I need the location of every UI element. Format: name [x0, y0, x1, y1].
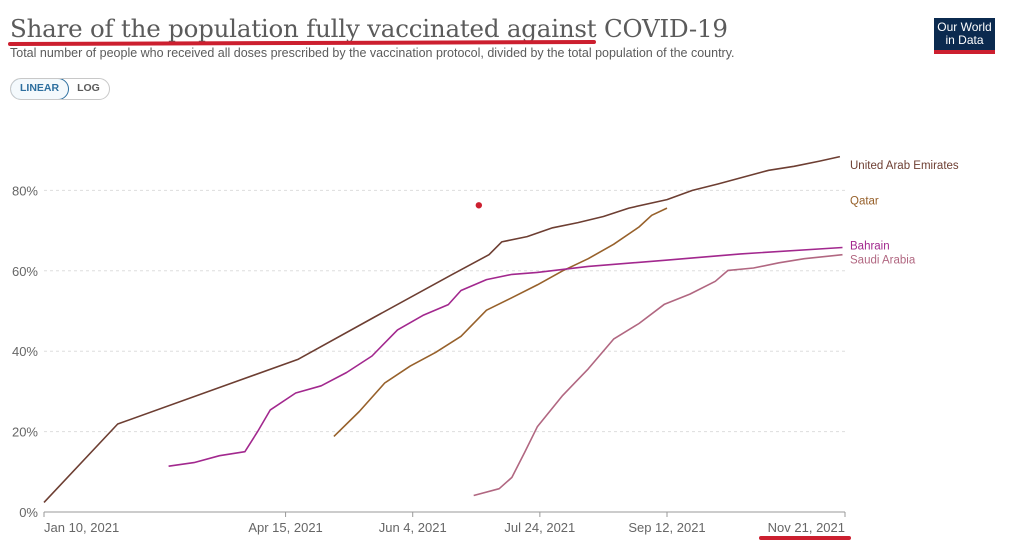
x-tick-label: Sep 12, 2021: [628, 520, 705, 535]
our-world-in-data-logo[interactable]: Our World in Data: [934, 18, 995, 52]
log-scale-button[interactable]: LOG: [77, 82, 100, 94]
x-tick-label: Jan 10, 2021: [44, 520, 119, 535]
x-label-underline-annotation: [759, 536, 851, 540]
axes: 0% 20% 40% 60% 80% Jan 10, 2021 Apr 15, 2021 Ju…: [12, 183, 846, 535]
series-line[interactable]: [473, 253, 843, 497]
series-line[interactable]: [168, 246, 843, 467]
series-end-label[interactable]: Bahrain: [850, 240, 890, 252]
series-end-label[interactable]: Saudi Arabia: [850, 255, 916, 267]
series-end-label[interactable]: Qatar: [850, 195, 879, 207]
logo-line-2: in Data: [945, 33, 984, 47]
grid-lines: [44, 189, 845, 433]
y-tick-label: 40%: [12, 344, 38, 359]
logo-accent-bar: [934, 50, 995, 54]
scale-toggle: LINEAR LOG: [10, 78, 110, 100]
x-tick-label: Jun 4, 2021: [379, 520, 447, 535]
logo-line-1: Our World: [937, 20, 992, 34]
x-tick-label: Apr 15, 2021: [248, 520, 322, 535]
red-dot-annotation: [475, 202, 483, 209]
series-line[interactable]: [43, 155, 841, 503]
y-tick-label: 80%: [12, 183, 38, 198]
y-tick-label: 60%: [12, 264, 38, 279]
y-tick-label: 0%: [19, 505, 38, 520]
series-end-label[interactable]: United Arab Emirates: [850, 160, 959, 172]
chart-title: Share of the population fully vaccinated…: [10, 14, 728, 43]
chart-subtitle: Total number of people who received all …: [10, 46, 735, 60]
series-labels: United Arab Emirates Qatar Bahrain Saudi Ar…: [850, 160, 959, 266]
x-tick-label: Nov 21, 2021: [768, 520, 845, 535]
y-tick-label: 20%: [12, 425, 38, 440]
annotations: [475, 202, 851, 540]
series-line[interactable]: [333, 207, 668, 437]
x-tick-label: Jul 24, 2021: [504, 520, 575, 535]
series-lines: [43, 155, 843, 503]
linear-scale-button[interactable]: LINEAR: [10, 79, 70, 99]
